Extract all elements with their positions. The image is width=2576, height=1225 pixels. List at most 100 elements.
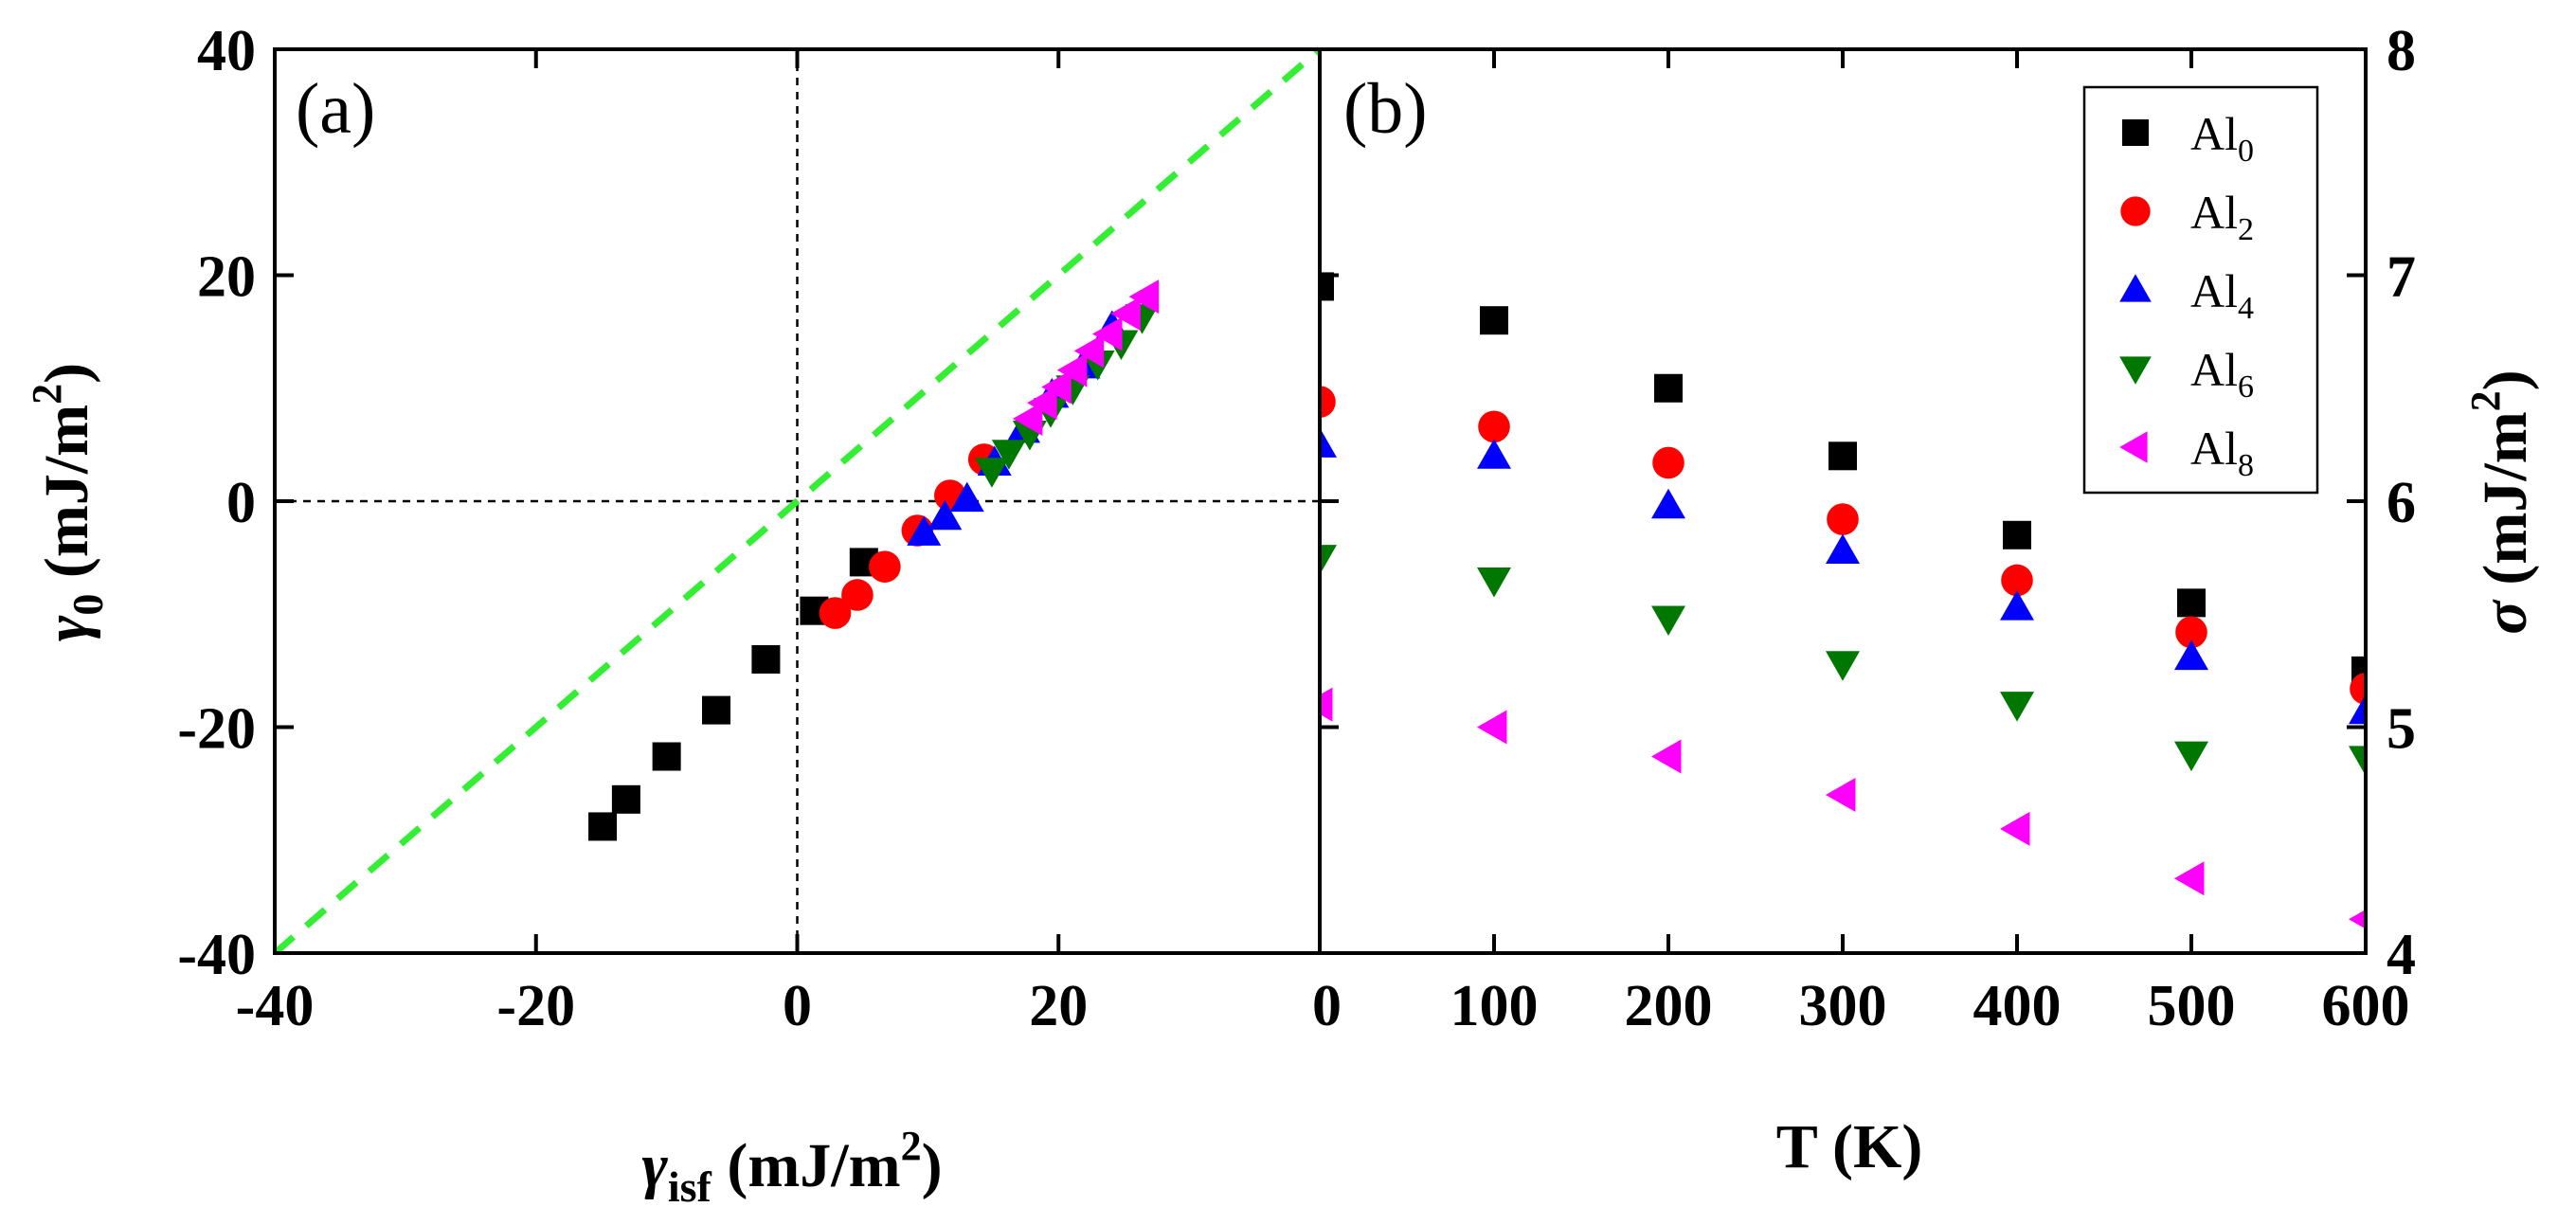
- legend-box: [2082, 85, 2319, 495]
- panel-a-point-al4: [907, 515, 942, 546]
- panel-b-label: (b): [1343, 69, 1428, 149]
- panel-b-x-tick-label: 400: [1973, 974, 2062, 1038]
- sigma-space: [2471, 585, 2540, 602]
- panel-b-point-al2: [2175, 616, 2207, 649]
- panel-a-x-tick-label: -20: [496, 974, 575, 1038]
- y-title-space: [32, 578, 101, 594]
- panel-b-x-tick-label: 600: [2322, 974, 2410, 1038]
- panel-b-point-al0: [1480, 306, 1508, 335]
- panel-a-markers: [588, 279, 1160, 841]
- panel-b-point-al8: [2000, 811, 2030, 846]
- panel-a-y-tick-label: 0: [226, 471, 256, 535]
- panel-b-y-tick-label: 7: [2387, 245, 2416, 310]
- y-title-unit: (mJ/m: [32, 405, 101, 578]
- panel-b-point-al4: [1651, 488, 1685, 519]
- panel-b-markers: [1320, 272, 2366, 929]
- panel-b-point-al0: [1654, 373, 1683, 403]
- panel-b-point-al2: [1827, 503, 1859, 535]
- panel-b-y-tick-label: 4: [2387, 923, 2416, 987]
- x-title-close: ): [922, 1131, 943, 1200]
- legend-label-base: Al: [2190, 107, 2238, 160]
- panel-b-point-al8: [2349, 909, 2366, 929]
- panel-a-x-tick-label: -40: [236, 974, 315, 1038]
- legend-label-base: Al: [2190, 264, 2238, 317]
- panel-b-y-tick-label: 8: [2387, 19, 2416, 83]
- panel-a-point-al8: [1012, 401, 1043, 436]
- legend-label-al6: Al6: [2190, 343, 2254, 405]
- panel-a-point-al8: [1110, 297, 1141, 332]
- panel-b-point-al6: [2174, 741, 2208, 772]
- panel-b-point-al4: [2174, 640, 2208, 671]
- panel-b-point-al0: [2177, 588, 2206, 618]
- legend-label-subscript: 4: [2238, 291, 2254, 326]
- x-title-unit: (mJ/m: [727, 1131, 900, 1200]
- panel-b-point-al4: [1477, 439, 1511, 469]
- panel-a-y-tick-label: 40: [197, 19, 256, 83]
- legend-label-al8: Al8: [2190, 422, 2254, 483]
- panel-a-point-al0: [611, 784, 640, 814]
- panel-a-x-axis-title: γisf (mJ/m2): [641, 1123, 942, 1211]
- panel-b-x-axis-title: T (K): [1776, 1112, 1923, 1181]
- legend-label-base: Al: [2190, 343, 2238, 396]
- panel-a-point-al2: [841, 579, 874, 611]
- panel-a-point-al8: [1027, 386, 1057, 421]
- panel-b-point-al8: [1477, 710, 1507, 745]
- panel-b-x-tick-label: 0: [1312, 974, 1342, 1038]
- legend-label-al4: Al4: [2190, 264, 2254, 326]
- legend-label-base: Al: [2190, 186, 2238, 239]
- legend-marker-al2: [2120, 196, 2151, 226]
- y-title-subscript: 0: [63, 594, 112, 616]
- panel-b-point-al6: [1477, 567, 1511, 598]
- legend-label-subscript: 2: [2238, 212, 2254, 247]
- legend-label-subscript: 0: [2238, 134, 2254, 169]
- panel-b-x-tick-label: 200: [1625, 974, 1713, 1038]
- panel-b-x-tick-label: 100: [1450, 974, 1539, 1038]
- panel-b-point-al6: [2000, 692, 2034, 722]
- panel-b-point-al0: [1828, 441, 1857, 471]
- panel-b-x-tick-label: 500: [2148, 974, 2236, 1038]
- panel-a-point-al6: [991, 440, 1026, 470]
- panel-a-y-axis-title: γ0 (mJ/m2): [24, 363, 112, 641]
- panel-b-frame: [1318, 47, 2368, 955]
- panel-a-point-al4: [949, 481, 984, 513]
- panel-b-point-al6: [1826, 651, 1860, 681]
- legend-label-al2: Al2: [2190, 186, 2254, 247]
- panel-b-point-al8: [2174, 861, 2205, 896]
- legend-label-subscript: 8: [2238, 448, 2254, 483]
- x-title-superscript: 2: [901, 1123, 922, 1169]
- identity-line: [272, 46, 1323, 956]
- panel-a-point-al8: [1092, 316, 1123, 351]
- panel-b-point-al4: [1320, 427, 1337, 458]
- panel-a-y-tick-label: 20: [197, 245, 256, 310]
- panel-a-point-al2: [819, 597, 852, 629]
- sigma-unit: (mJ/m: [2471, 411, 2540, 585]
- panel-b-point-al4: [1826, 533, 1860, 564]
- legend-marker-al4: [2119, 274, 2152, 302]
- panel-b-point-al6: [1320, 545, 1337, 575]
- panel-b-point-al2: [1320, 386, 1336, 418]
- panel-a-point-al0: [652, 742, 681, 771]
- panel-b-point-al0: [1320, 272, 1334, 301]
- legend-marker-al0: [2122, 119, 2149, 146]
- panel-a-point-al8: [1041, 369, 1072, 405]
- panel-b-point-al2: [2350, 673, 2366, 705]
- legend-marker-al6: [2119, 356, 2152, 385]
- panel-b-y-tick-label: 5: [2387, 697, 2416, 762]
- x-title-subscript: isf: [668, 1162, 712, 1211]
- panel-b-point-al0: [2003, 520, 2031, 549]
- legend-label-base: Al: [2190, 422, 2238, 475]
- legend-label-al0: Al0: [2190, 107, 2254, 169]
- sigma-superscript: 2: [2462, 390, 2509, 411]
- panel-a-point-al0: [751, 644, 781, 674]
- panel-b-point-al2: [1478, 410, 1510, 443]
- legend-label-subscript: 6: [2238, 369, 2254, 405]
- panel-a-point-al4: [928, 499, 963, 531]
- panel-a-point-al0: [588, 812, 618, 841]
- panel-a-point-al8: [1128, 279, 1160, 315]
- panel-b-x-tick-label: 300: [1799, 974, 1887, 1038]
- sigma-close: ): [2471, 369, 2540, 390]
- y-title-close: ): [32, 363, 101, 384]
- y-title-symbol: γ: [32, 615, 101, 641]
